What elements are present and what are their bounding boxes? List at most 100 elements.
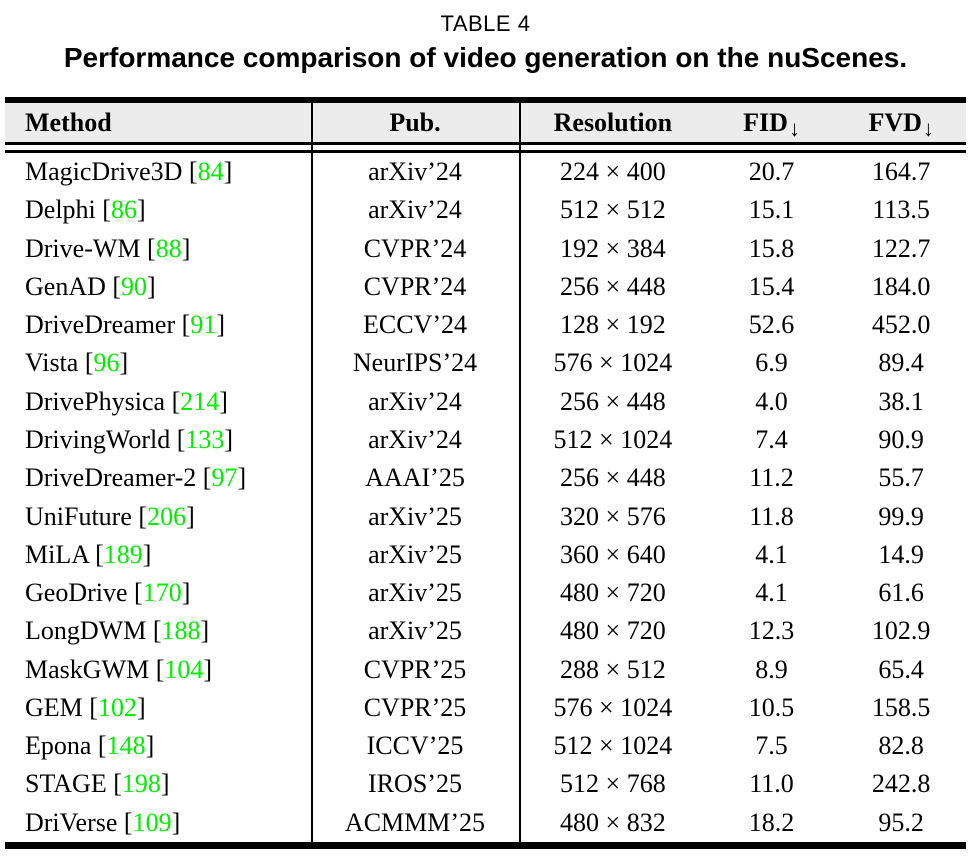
citation-number[interactable]: 133 [185,424,225,454]
citation-number[interactable]: 86 [110,195,137,225]
citation-number[interactable]: 97 [211,463,238,493]
pub-cell: arXiv’25 [368,578,462,608]
pub-cell: arXiv’24 [368,386,462,416]
citation-bracket: ] [186,501,195,531]
table-row: GenAD [90] CVPR’24 256 × 448 15.4 184.0 [5,268,966,306]
method-name: DriveDreamer-2 [25,463,197,493]
citation-link[interactable]: [84] [189,157,232,186]
table-row: GEM [102] CVPR’25 576 × 1024 10.5 158.5 [5,689,966,727]
method-cell: DriVerse [109] [5,808,311,838]
metrics-group: 360 × 640 4.1 14.9 [519,540,966,570]
citation-link[interactable]: [189] [95,540,151,569]
citation-bracket: [ [171,386,181,416]
citation-number[interactable]: 188 [161,616,201,646]
fid-cell: 7.5 [755,731,788,761]
citation-bracket: ] [181,578,191,608]
citation-number[interactable]: 104 [164,654,204,684]
citation-link[interactable]: [102] [89,693,145,722]
resolution-cell: 224 × 400 [560,157,666,187]
pub-cell: arXiv’24 [368,195,462,225]
fvd-cell: 90.9 [878,424,924,454]
fvd-cell: 82.8 [878,731,924,761]
top-rule [5,97,966,103]
table-row: DriVerse [109] ACMMM’25 480 × 832 18.2 9… [5,804,966,842]
fid-cell: 6.9 [755,348,788,378]
pub-cell: CVPR’25 [363,692,467,722]
pub-cell: arXiv’24 [368,424,462,454]
method-name: Delphi [25,195,96,225]
citation-number[interactable]: 109 [132,807,172,837]
citation-number[interactable]: 88 [155,233,182,263]
citation-bracket: [ [102,195,111,225]
resolution-cell: 128 × 192 [560,310,666,340]
citation-link[interactable]: [109] [124,808,180,837]
citation-bracket: [ [188,157,198,187]
resolution-cell: 512 × 1024 [553,424,673,454]
down-arrow-icon: ↓ [788,115,800,141]
citation-number[interactable]: 96 [93,348,120,378]
citation-link[interactable]: [88] [147,234,190,263]
fvd-cell: 61.6 [878,578,924,608]
citation-link[interactable]: [133] [177,425,233,454]
method-cell: MiLA [189] [5,540,311,570]
method-cell: Vista [96] [5,348,311,378]
table-caption: TABLE 4 Performance comparison of video … [0,0,971,74]
table-row: MiLA [189] arXiv’25 360 × 640 4.1 14.9 [5,536,966,574]
citation-link[interactable]: [170] [134,578,190,607]
citation-number[interactable]: 198 [121,769,161,799]
citation-number[interactable]: 148 [106,731,146,761]
fvd-cell: 55.7 [878,463,924,493]
resolution-cell: 512 × 768 [560,769,666,799]
citation-number[interactable]: 206 [147,501,187,531]
resolution-cell: 256 × 448 [560,271,666,301]
fvd-cell: 242.8 [871,769,931,799]
citation-link[interactable]: [198] [113,769,169,798]
metrics-group: 576 × 1024 6.9 89.4 [519,348,966,378]
metrics-group: 512 × 1024 7.4 90.9 [519,425,966,455]
citation-bracket: ] [203,654,213,684]
citation-link[interactable]: [91] [182,310,225,339]
table-row: Drive-WM [88] CVPR’24 192 × 384 15.8 122… [5,230,966,268]
citation-bracket: [ [84,348,94,378]
citation-link[interactable]: [188] [153,616,209,645]
results-table: Method Pub. Resolution FID↓ FVD↓ MagicDr… [5,97,966,849]
method-name: Epona [25,731,92,761]
citation-link[interactable]: [148] [98,731,154,760]
method-name: MagicDrive3D [25,157,183,187]
citation-number[interactable]: 189 [103,539,143,569]
resolution-cell: 320 × 576 [560,501,666,531]
citation-bracket: ] [224,424,234,454]
citation-link[interactable]: [96] [85,348,128,377]
citation-bracket: [ [95,539,104,569]
method-cell: DriveDreamer [91] [5,310,311,340]
table-row: DrivePhysica [214] arXiv’24 256 × 448 4.… [5,383,966,421]
citation-number[interactable]: 90 [121,271,148,301]
citation-number[interactable]: 170 [142,578,182,608]
citation-bracket: ] [160,769,170,799]
pub-cell: arXiv’25 [368,616,462,646]
citation-link[interactable]: [104] [156,655,212,684]
citation-link[interactable]: [206] [138,502,194,531]
table-row: DriveDreamer-2 [97] AAAI’25 256 × 448 11… [5,459,966,497]
table-row: DrivingWorld [133] arXiv’24 512 × 1024 7… [5,421,966,459]
method-name: DriveDreamer [25,310,176,340]
fid-cell: 15.8 [748,233,795,263]
citation-bracket: [ [113,769,122,799]
citation-link[interactable]: [86] [102,195,145,224]
citation-number[interactable]: 102 [97,692,137,722]
fid-cell: 52.6 [748,310,795,340]
method-cell: DriveDreamer-2 [97] [5,463,311,493]
citation-link[interactable]: [214] [172,387,228,416]
citation-number[interactable]: 84 [197,157,224,187]
fid-cell: 15.1 [748,195,795,225]
citation-number[interactable]: 214 [180,386,220,416]
metrics-group: 576 × 1024 10.5 158.5 [519,693,966,723]
citation-link[interactable]: [97] [203,463,246,492]
table-row: UniFuture [206] arXiv’25 320 × 576 11.8 … [5,497,966,535]
citation-link[interactable]: [90] [112,272,155,301]
fid-cell: 20.7 [748,157,795,187]
citation-number[interactable]: 91 [190,310,217,340]
citation-bracket: [ [112,271,122,301]
citation-bracket: [ [181,310,191,340]
fid-cell: 12.3 [748,616,795,646]
